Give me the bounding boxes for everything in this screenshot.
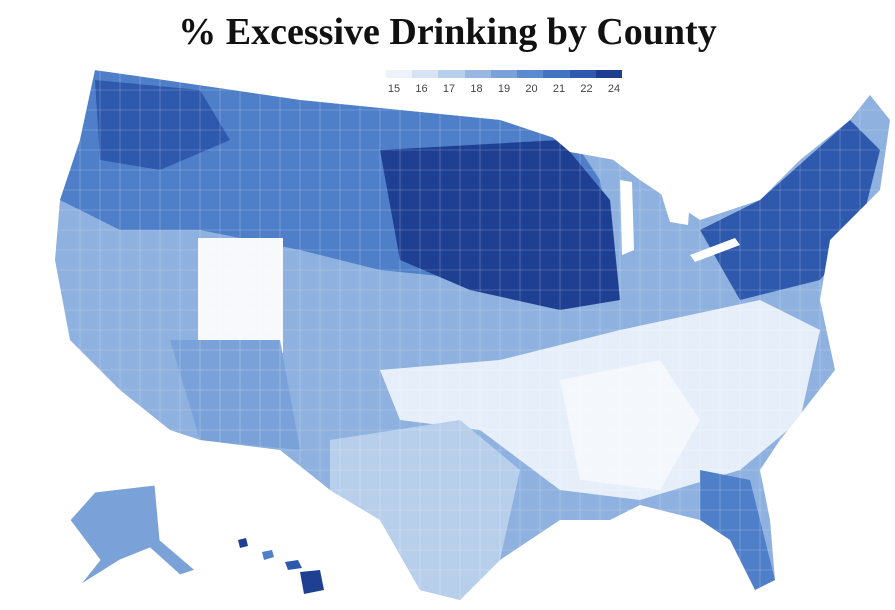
legend-color-scale — [386, 70, 622, 78]
legend-swatch — [386, 70, 413, 78]
hawaii-island-big-island — [300, 570, 324, 594]
lake-erie — [690, 238, 740, 262]
florida-region — [700, 470, 775, 590]
legend-swatch — [595, 70, 622, 78]
legend-tick-label: 21 — [552, 83, 566, 95]
upper-midwest-highest-region — [380, 140, 620, 310]
legend-tick-label: 16 — [415, 83, 428, 95]
legend-tick-label: 24 — [607, 83, 621, 95]
hawaii-island-maui — [285, 560, 302, 570]
legend-swatch — [412, 70, 439, 78]
legend-swatch — [569, 70, 596, 78]
alaska-region — [69, 484, 196, 586]
southwest-region — [170, 340, 300, 450]
lake-huron — [660, 190, 690, 225]
pacific-northwest-region — [95, 80, 230, 170]
legend-tick-label: 19 — [497, 83, 511, 95]
hawaii-island-oahu — [262, 550, 274, 560]
legend-tick-label: 18 — [470, 83, 483, 95]
legend-tick-label: 22 — [580, 83, 593, 95]
utah-region — [198, 238, 283, 353]
legend-tick-labels: 15 16 17 18 19 20 21 22 24 — [386, 83, 622, 97]
legend-tick-label: 15 — [387, 83, 401, 95]
hawaii-island-kauai — [238, 538, 248, 548]
deep-south-lowest-region — [560, 360, 700, 490]
legend-swatch — [464, 70, 491, 78]
legend-swatch — [438, 70, 465, 78]
legend-swatch — [543, 70, 570, 78]
texas-region — [330, 420, 520, 600]
map-title: % Excessive Drinking by County — [178, 11, 717, 53]
legend-swatch — [517, 70, 544, 78]
lake-michigan — [620, 180, 634, 255]
legend-tick-label: 17 — [442, 83, 456, 95]
legend-tick-label: 20 — [525, 83, 538, 95]
color-legend: 15 16 17 18 19 20 21 22 24 — [386, 70, 622, 97]
lake-superior — [550, 135, 640, 160]
legend-swatch — [490, 70, 518, 78]
